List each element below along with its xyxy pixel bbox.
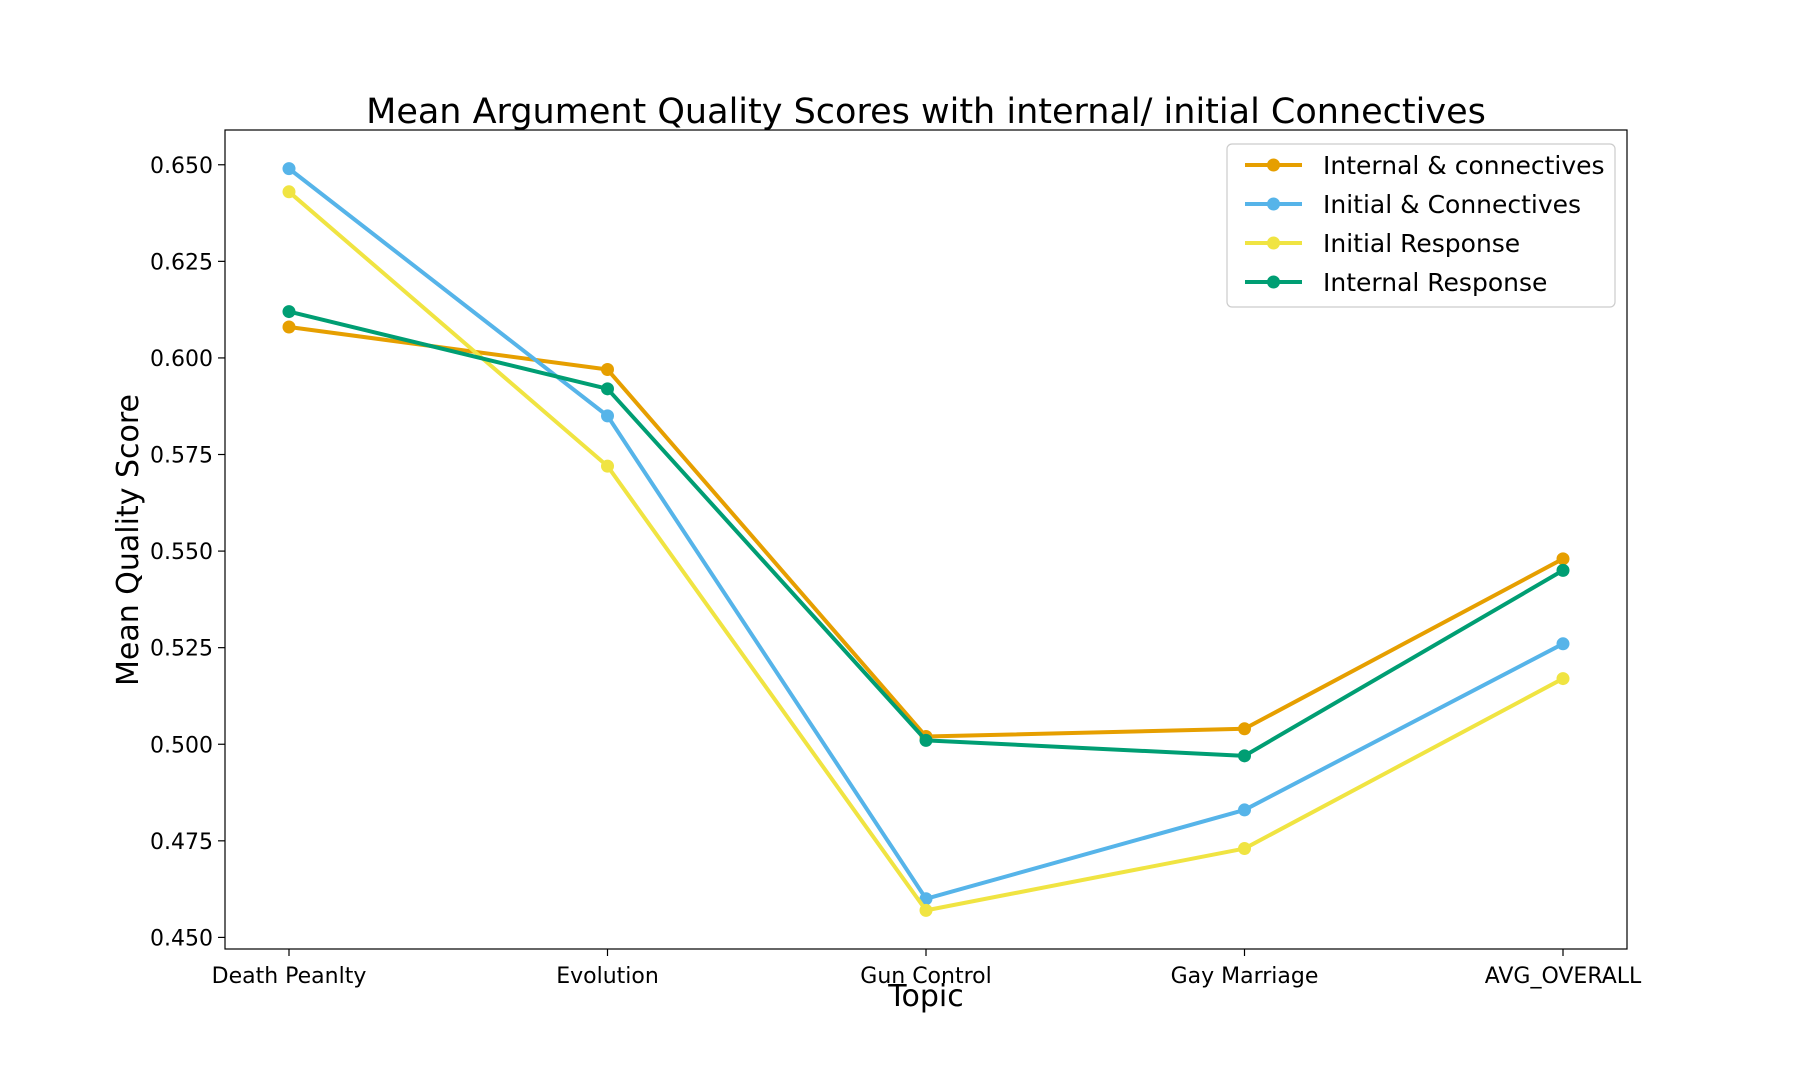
chart-title: Mean Argument Quality Scores with intern… (366, 92, 1486, 132)
legend-marker (1267, 236, 1280, 250)
data-point (1238, 842, 1251, 856)
data-point (282, 320, 296, 334)
legend-label: Initial & Connectives (1323, 190, 1581, 219)
series-layer (282, 162, 1570, 917)
series-line (288, 309, 1565, 758)
data-point (1556, 637, 1570, 651)
y-tick-label: 0.500 (150, 733, 213, 758)
legend-box (1226, 143, 1616, 308)
y-axis: 0.450 0.475 0.500 0.525 0.550 0.575 0.600 0.625… (150, 154, 225, 951)
x-tick-label: AVG_OVERALL (1485, 964, 1642, 989)
data-point (601, 382, 614, 396)
data-point (601, 363, 614, 377)
data-point (1238, 749, 1251, 763)
y-tick-label: 0.650 (150, 154, 213, 179)
legend-marker (1267, 197, 1280, 211)
x-axis: Death Peanlty Evolution Gun Control Gay Mar… (212, 949, 1642, 989)
data-point (282, 162, 296, 176)
legend: Internal & connectives Initial & Connecti… (1226, 143, 1616, 308)
y-tick-label: 0.525 (150, 637, 213, 662)
y-tick-label: 0.450 (150, 926, 213, 951)
data-point (1238, 803, 1251, 817)
series-group (282, 305, 1570, 763)
y-axis-label: Mean Quality Score (111, 394, 146, 686)
data-point (919, 903, 933, 917)
y-tick-label: 0.575 (150, 444, 213, 469)
x-tick-label: Gay Marriage (1171, 964, 1319, 989)
x-axis-label: Topic (887, 979, 963, 1014)
data-point (1556, 563, 1570, 577)
data-point (282, 305, 296, 319)
data-point (919, 892, 933, 906)
data-point (1238, 722, 1251, 736)
data-point (1556, 552, 1570, 566)
legend-label: Initial Response (1323, 229, 1520, 258)
series-group (282, 162, 1570, 906)
legend-label: Internal Response (1323, 268, 1547, 297)
y-tick-label: 0.550 (150, 540, 213, 565)
x-tick-label: Evolution (556, 964, 659, 989)
x-tick-label: Death Peanlty (212, 964, 367, 989)
data-point (1556, 672, 1570, 686)
y-tick-label: 0.600 (150, 347, 213, 372)
legend-marker (1267, 275, 1280, 289)
legend-label: Internal & connectives (1323, 151, 1605, 180)
data-point (601, 459, 614, 473)
series-line (288, 325, 1564, 739)
x-tick-label: Gun Control (860, 964, 991, 989)
data-point (282, 185, 296, 199)
y-tick-label: 0.475 (150, 830, 213, 855)
legend-marker (1267, 158, 1280, 172)
series-group (282, 185, 1570, 917)
y-tick-label: 0.625 (150, 250, 213, 275)
data-point (601, 409, 614, 423)
data-point (919, 733, 933, 747)
